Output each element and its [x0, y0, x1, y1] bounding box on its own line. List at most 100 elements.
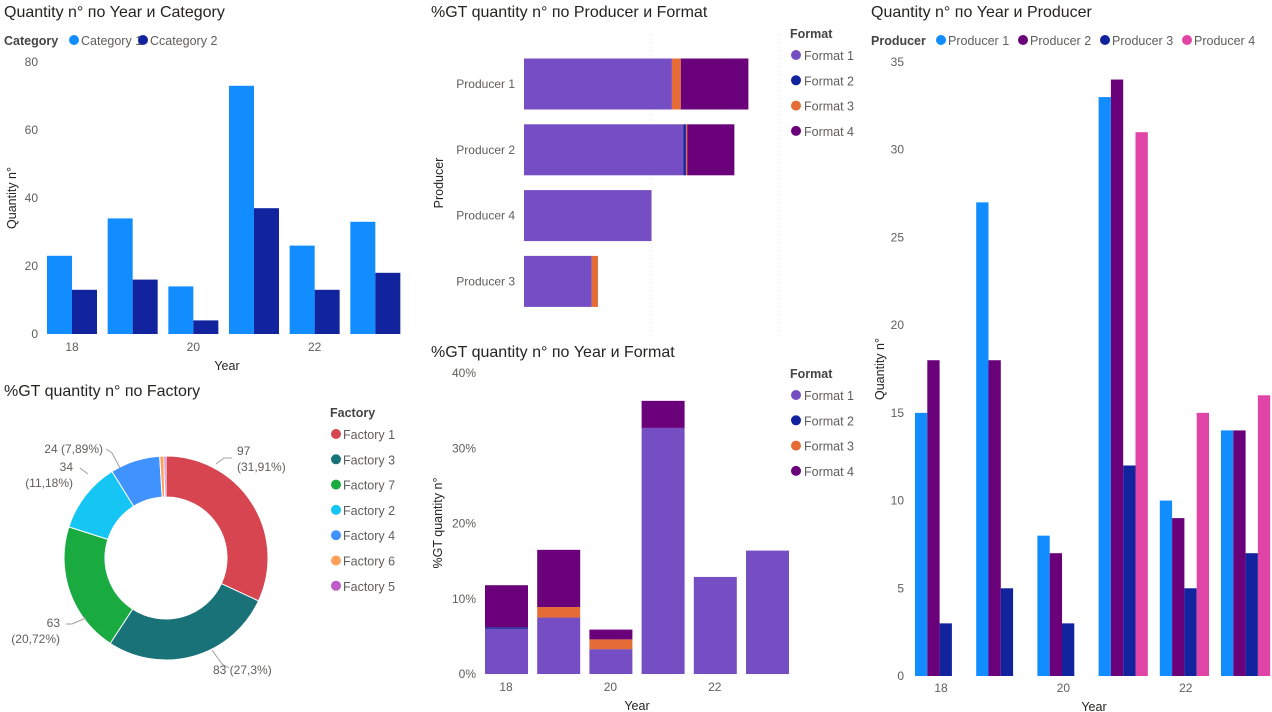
chart-quantity-by-year-category[interactable]: Quantity n° по Year и Category Category Ca…: [4, 4, 401, 373]
bar-segment[interactable]: [524, 190, 652, 242]
y-tick-label: 25: [891, 230, 905, 244]
bar[interactable]: [72, 289, 97, 334]
legend-marker: [936, 35, 946, 45]
legend-marker: [791, 415, 801, 426]
legend-title: Format: [790, 367, 833, 381]
bar-segment[interactable]: [589, 649, 633, 674]
y-tick-label: 0: [31, 327, 38, 341]
chart-gt-by-year-format[interactable]: %GT quantity n° по Year и Format 0% 10% 20%…: [431, 344, 854, 712]
y-tick-label: 20%: [452, 517, 476, 531]
chart-quantity-by-year-producer[interactable]: Quantity n° по Year и Producer Producer Pr…: [871, 4, 1271, 712]
x-tick-label: 20: [1057, 681, 1071, 695]
bar-segment[interactable]: [524, 58, 672, 110]
bar[interactable]: [1135, 132, 1148, 676]
bar[interactable]: [47, 255, 72, 334]
bar-segment[interactable]: [641, 400, 685, 428]
legend-label: Producer 2: [1030, 34, 1091, 48]
legend-marker: [331, 454, 341, 465]
bar[interactable]: [988, 360, 1001, 676]
bar-segment[interactable]: [641, 427, 685, 674]
leader-line: [79, 467, 89, 475]
x-axis-title: Year: [214, 359, 239, 373]
bar-segment[interactable]: [537, 617, 581, 674]
bar-segment[interactable]: [524, 255, 592, 307]
bar-segment[interactable]: [485, 585, 528, 628]
chart-title: Quantity n° по Year и Producer: [871, 4, 1093, 21]
y-axis-title: %GT quantity n°: [431, 478, 445, 569]
x-tick-label: 18: [499, 680, 513, 694]
bar-segment[interactable]: [589, 629, 633, 640]
bar[interactable]: [132, 279, 158, 334]
bar[interactable]: [375, 272, 401, 334]
bar[interactable]: [1184, 588, 1197, 676]
bar-segment[interactable]: [687, 124, 735, 176]
bar[interactable]: [193, 320, 219, 334]
bar[interactable]: [1110, 79, 1124, 677]
legend-title: Factory: [330, 406, 375, 420]
x-tick-label: 22: [1179, 681, 1193, 695]
y-tick-label: 30: [891, 143, 905, 157]
bar-segment[interactable]: [589, 639, 633, 650]
bar-segment[interactable]: [693, 576, 737, 674]
legend-label: Producer 1: [948, 34, 1009, 48]
bar[interactable]: [915, 412, 928, 676]
bar[interactable]: [1196, 412, 1209, 676]
bar[interactable]: [976, 202, 989, 677]
bar[interactable]: [1257, 395, 1271, 676]
bar[interactable]: [350, 221, 376, 334]
legend-marker: [791, 75, 801, 86]
x-tick-label: 20: [187, 340, 201, 354]
pie-slice[interactable]: [109, 582, 260, 661]
leader-line: [211, 649, 230, 669]
legend-label: Producer 4: [1194, 34, 1255, 48]
bar[interactable]: [1037, 535, 1050, 676]
bar-segment[interactable]: [524, 124, 684, 176]
bar[interactable]: [1123, 465, 1136, 676]
x-axis-title: Year: [1081, 700, 1106, 712]
bar[interactable]: [289, 245, 315, 334]
bar-segment[interactable]: [671, 58, 681, 110]
chart-gt-by-producer-format[interactable]: %GT quantity n° по Producer и Format Prod…: [431, 4, 854, 336]
bar[interactable]: [1000, 588, 1014, 676]
bar-segment[interactable]: [685, 124, 688, 176]
bar[interactable]: [939, 623, 952, 676]
bar-segment[interactable]: [537, 549, 581, 608]
y-tick-label: 20: [25, 259, 39, 273]
bar[interactable]: [254, 208, 279, 334]
bar-segment[interactable]: [680, 58, 749, 110]
bar[interactable]: [1172, 518, 1185, 676]
legend-marker: [331, 479, 341, 490]
bar[interactable]: [1062, 623, 1075, 676]
bar[interactable]: [927, 360, 940, 676]
bar-segment[interactable]: [485, 627, 528, 629]
y-tick-label: 0%: [459, 667, 477, 681]
data-label: (31,91%): [237, 460, 286, 474]
bar[interactable]: [1049, 553, 1062, 676]
bar[interactable]: [1098, 97, 1111, 677]
y-tick-label: Producer 1: [456, 77, 515, 91]
bar[interactable]: [1159, 500, 1173, 676]
bar[interactable]: [1233, 430, 1246, 676]
legend-marker: [331, 504, 341, 515]
bar-segment[interactable]: [746, 550, 789, 674]
leader-line: [105, 448, 121, 469]
bar-segment[interactable]: [591, 255, 598, 307]
bar[interactable]: [229, 85, 254, 334]
legend-label: Ccategory 2: [150, 34, 217, 48]
pie-slice[interactable]: [163, 455, 167, 498]
bar-segment[interactable]: [537, 607, 581, 618]
legend-marker: [331, 555, 341, 566]
x-tick-label: 22: [708, 680, 722, 694]
bar[interactable]: [107, 218, 133, 334]
bar[interactable]: [314, 289, 340, 334]
pie-slice[interactable]: [165, 455, 269, 602]
y-tick-label: Producer 3: [456, 274, 515, 288]
bar-segment[interactable]: [485, 628, 528, 674]
bar-segment[interactable]: [683, 124, 686, 176]
bar[interactable]: [1221, 430, 1234, 676]
chart-gt-by-factory[interactable]: %GT quantity n° по Factory 97 (31,91%) 83 (…: [4, 383, 395, 677]
y-tick-label: 0: [897, 669, 904, 683]
bar[interactable]: [1245, 553, 1258, 676]
legend-marker: [331, 530, 341, 541]
bar[interactable]: [168, 286, 194, 334]
